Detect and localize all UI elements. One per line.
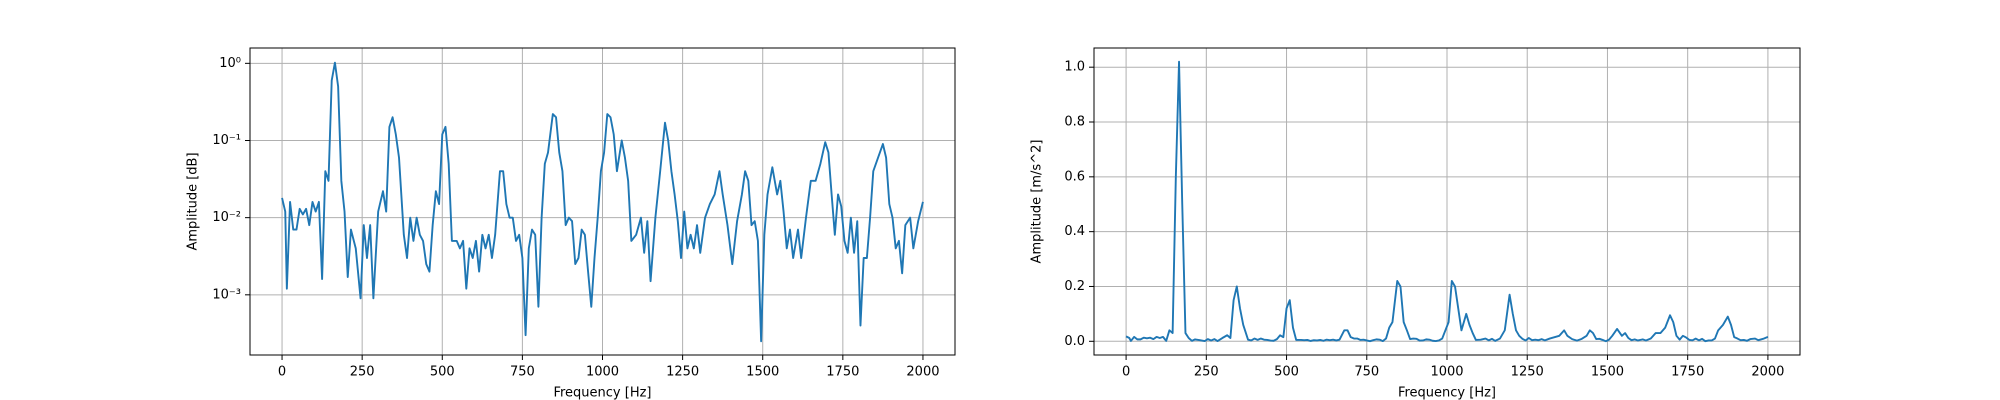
- x-tick-label: 2000: [1751, 365, 1784, 380]
- y-tick-label: 10⁻¹: [212, 133, 241, 148]
- x-tick-label: 750: [1354, 365, 1379, 380]
- y-tick-label: 10⁻²: [212, 210, 241, 225]
- x-tick-label: 500: [1274, 365, 1299, 380]
- x-tick-label: 1250: [666, 365, 699, 380]
- x-tick-label: 1750: [826, 365, 859, 380]
- data-line: [281, 61, 924, 343]
- y-tick-label: 0.0: [1064, 334, 1085, 349]
- axes-frame: [1093, 47, 1801, 356]
- y-axis-label: Amplitude [m/s^2]: [1030, 140, 1045, 264]
- x-tick-label: 1000: [1430, 365, 1463, 380]
- y-tick-label: 0.6: [1064, 169, 1085, 184]
- y-axis-label: Amplitude [dB]: [186, 152, 201, 250]
- x-tick-label: 750: [510, 365, 535, 380]
- x-tick-label: 250: [1194, 365, 1219, 380]
- x-axis-label: Frequency [Hz]: [1398, 386, 1496, 400]
- x-axis-label: Frequency [Hz]: [553, 386, 651, 400]
- y-tick-label: 1.0: [1064, 60, 1085, 75]
- x-tick-label: 0: [278, 365, 286, 380]
- y-tick-label: 10⁰: [219, 56, 241, 71]
- x-tick-label: 1500: [746, 365, 779, 380]
- x-tick-label: 1250: [1511, 365, 1544, 380]
- x-tick-label: 500: [430, 365, 455, 380]
- x-tick-label: 250: [350, 365, 375, 380]
- x-tick-label: 0: [1122, 365, 1130, 380]
- y-tick-label: 0.4: [1064, 224, 1085, 239]
- axes-frame: [249, 47, 956, 356]
- y-tick-label: 10⁻³: [212, 287, 241, 302]
- y-tick-label: 0.8: [1064, 115, 1085, 130]
- x-tick-label: 1750: [1671, 365, 1704, 380]
- data-line: [1125, 60, 1769, 343]
- y-tick-label: 0.2: [1064, 279, 1085, 294]
- x-tick-label: 1000: [586, 365, 619, 380]
- x-tick-label: 2000: [906, 365, 939, 380]
- x-tick-label: 1500: [1591, 365, 1624, 380]
